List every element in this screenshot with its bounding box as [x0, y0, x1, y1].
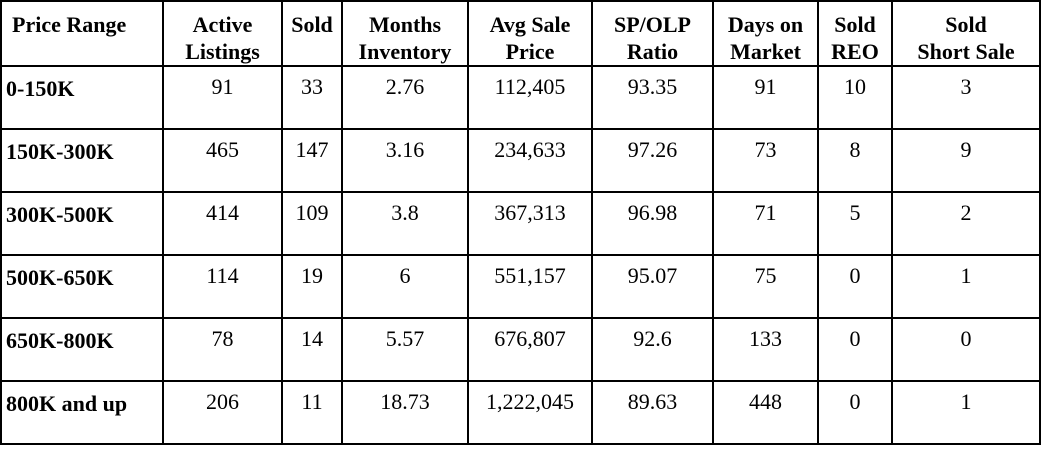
cell-days-on-market: 133: [712, 317, 819, 382]
header-sold-reo: Sold REO: [817, 0, 893, 67]
cell-sold-short-sale: 1: [891, 380, 1041, 445]
cell-sold: 19: [281, 254, 343, 319]
cell-sold: 33: [281, 65, 343, 130]
cell-months-inventory: 18.73: [341, 380, 469, 445]
header-sp-olp-ratio: SP/OLP Ratio: [591, 0, 714, 67]
cell-avg-sale-price: 234,633: [467, 128, 593, 193]
cell-sp-olp-ratio: 93.35: [591, 65, 714, 130]
table-row: 300K-500K 414 109 3.8 367,313 96.98 71 5…: [0, 191, 1041, 256]
cell-months-inventory: 5.57: [341, 317, 469, 382]
cell-active-listings: 465: [162, 128, 283, 193]
cell-days-on-market: 73: [712, 128, 819, 193]
cell-price-range: 0-150K: [0, 65, 164, 130]
cell-sold-reo: 5: [817, 191, 893, 256]
cell-months-inventory: 2.76: [341, 65, 469, 130]
header-row: Price Range Active Listings Sold Months In…: [0, 0, 1041, 67]
cell-months-inventory: 3.16: [341, 128, 469, 193]
header-sold: Sold: [281, 0, 343, 67]
cell-sp-olp-ratio: 97.26: [591, 128, 714, 193]
cell-days-on-market: 448: [712, 380, 819, 445]
cell-avg-sale-price: 551,157: [467, 254, 593, 319]
cell-sold: 147: [281, 128, 343, 193]
table-row: 650K-800K 78 14 5.57 676,807 92.6 133 0 …: [0, 317, 1041, 382]
cell-months-inventory: 3.8: [341, 191, 469, 256]
cell-days-on-market: 91: [712, 65, 819, 130]
table-row: 500K-650K 114 19 6 551,157 95.07 75 0 1: [0, 254, 1041, 319]
cell-sold-short-sale: 9: [891, 128, 1041, 193]
cell-active-listings: 114: [162, 254, 283, 319]
cell-sold-reo: 0: [817, 317, 893, 382]
cell-sold-short-sale: 3: [891, 65, 1041, 130]
cell-sold: 11: [281, 380, 343, 445]
header-price-range: Price Range: [0, 0, 164, 67]
cell-active-listings: 91: [162, 65, 283, 130]
header-active-listings: Active Listings: [162, 0, 283, 67]
cell-sold-short-sale: 2: [891, 191, 1041, 256]
header-months-inventory: Months Inventory: [341, 0, 469, 67]
cell-avg-sale-price: 676,807: [467, 317, 593, 382]
cell-sp-olp-ratio: 92.6: [591, 317, 714, 382]
cell-sold: 109: [281, 191, 343, 256]
cell-price-range: 650K-800K: [0, 317, 164, 382]
table-row: 150K-300K 465 147 3.16 234,633 97.26 73 …: [0, 128, 1041, 193]
cell-sold-short-sale: 0: [891, 317, 1041, 382]
cell-sold-reo: 0: [817, 254, 893, 319]
cell-sold: 14: [281, 317, 343, 382]
cell-active-listings: 206: [162, 380, 283, 445]
header-avg-sale-price: Avg Sale Price: [467, 0, 593, 67]
cell-active-listings: 78: [162, 317, 283, 382]
cell-sold-reo: 10: [817, 65, 893, 130]
cell-months-inventory: 6: [341, 254, 469, 319]
table-row: 800K and up 206 11 18.73 1,222,045 89.63…: [0, 380, 1041, 445]
cell-days-on-market: 75: [712, 254, 819, 319]
header-sold-short-sale: Sold Short Sale: [891, 0, 1041, 67]
cell-sold-reo: 0: [817, 380, 893, 445]
header-days-on-market: Days on Market: [712, 0, 819, 67]
market-stats-table: Price Range Active Listings Sold Months In…: [0, 0, 1041, 445]
cell-price-range: 500K-650K: [0, 254, 164, 319]
cell-sold-reo: 8: [817, 128, 893, 193]
cell-sold-short-sale: 1: [891, 254, 1041, 319]
cell-sp-olp-ratio: 96.98: [591, 191, 714, 256]
table-row: 0-150K 91 33 2.76 112,405 93.35 91 10 3: [0, 65, 1041, 130]
cell-avg-sale-price: 367,313: [467, 191, 593, 256]
cell-days-on-market: 71: [712, 191, 819, 256]
cell-price-range: 300K-500K: [0, 191, 164, 256]
cell-sp-olp-ratio: 95.07: [591, 254, 714, 319]
cell-price-range: 800K and up: [0, 380, 164, 445]
cell-avg-sale-price: 1,222,045: [467, 380, 593, 445]
cell-active-listings: 414: [162, 191, 283, 256]
cell-price-range: 150K-300K: [0, 128, 164, 193]
cell-avg-sale-price: 112,405: [467, 65, 593, 130]
cell-sp-olp-ratio: 89.63: [591, 380, 714, 445]
